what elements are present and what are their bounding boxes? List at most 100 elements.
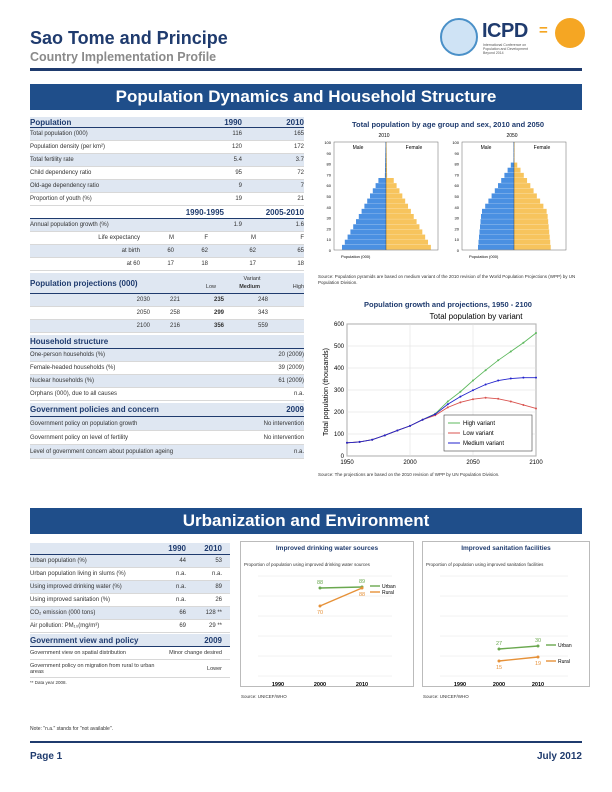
pyramid-male-bar	[364, 203, 386, 209]
x-tick: 2000	[493, 682, 505, 688]
growth-inner-title: Total population by variant	[430, 312, 524, 321]
legend-low: Low variant	[463, 431, 494, 437]
growth-source: Source: The projections are based on the…	[318, 472, 500, 477]
legend-high: High variant	[463, 421, 495, 427]
policy-row: Government policy on population growth No…	[30, 417, 304, 431]
growth-point	[509, 400, 512, 403]
growth-point	[396, 429, 399, 432]
page-header: Sao Tome and Principe Country Implementa…	[30, 28, 228, 64]
pyramid-y-tick: 70	[327, 172, 332, 177]
pyramid-female-bar	[386, 208, 411, 214]
pyramid-female-bar	[386, 162, 387, 168]
pyramid-female-bar	[386, 229, 423, 235]
pyramid-y-tick: 100	[324, 140, 331, 145]
pyramid-male-bar	[513, 147, 514, 153]
growth-point	[383, 434, 386, 437]
growth-point	[509, 377, 512, 380]
pyramid-male-bar	[385, 162, 386, 168]
pyramid-male-bar	[494, 188, 514, 194]
data-label: 15	[496, 665, 502, 671]
report-date: July 2012	[536, 751, 582, 762]
view-row-migration: Government policy on migration from rura…	[30, 660, 230, 678]
growth-point	[358, 440, 361, 443]
equals-icon: =	[539, 22, 548, 39]
pyramid-male-bar	[513, 152, 514, 158]
urban-row: Air pollution: PM₁₀(mg/m³) 69 29 **	[30, 620, 230, 633]
pyramid-female-bar	[514, 183, 531, 189]
pyramid-y-tick: 30	[455, 216, 460, 221]
pyramid-female-bar	[514, 219, 549, 225]
policy-row: Level of government concern about popula…	[30, 445, 304, 459]
sanitation-chart-box	[422, 541, 590, 687]
growth-x-tick: 2100	[529, 460, 543, 466]
population-row: Population density (per km²) 120 172	[30, 141, 304, 154]
growth-y-tick: 300	[334, 388, 345, 394]
series-rural	[319, 587, 363, 607]
growth-y-tick: 600	[334, 322, 345, 328]
section-urbanization-title: Urbanization and Environment	[30, 508, 582, 534]
pyramid-male-bar	[385, 142, 386, 147]
data-label: 89	[359, 579, 365, 585]
view-row-spatial: Government view on spatial distribution …	[30, 647, 230, 660]
pyramid-female-bar	[386, 188, 400, 194]
pyramid-male-bar	[342, 244, 386, 250]
household-row: Nuclear households (%) 61 (2009)	[30, 375, 304, 388]
pyramid-y-tick: 30	[327, 216, 332, 221]
growth-point	[446, 406, 449, 409]
sanitation-chart-subtitle: Proportion of population using improved …	[426, 562, 544, 567]
sanitation-chart-title: Improved sanitation facilities	[461, 545, 551, 552]
x-tick: 2000	[314, 682, 326, 688]
x-tick: 2010	[356, 682, 368, 688]
growth-x-tick: 2000	[403, 460, 417, 466]
pyramid-female-bar	[514, 234, 550, 240]
pyramid-male-bar	[350, 229, 386, 235]
household-row: Female-headed households (%) 39 (2009)	[30, 362, 304, 375]
policies-header: Government policies and concern 2009	[30, 403, 304, 417]
pyramid-female-bar	[514, 214, 548, 219]
pyramid-y-tick: 40	[327, 205, 332, 210]
pyramid-title: Total population by age group and sex, 2…	[352, 120, 544, 129]
pyramid-female-bar	[514, 157, 515, 163]
data-label: 88	[317, 580, 323, 586]
pyramid-male-bar	[356, 219, 386, 225]
data-point	[360, 586, 364, 590]
pyramid-female-bar	[386, 157, 387, 163]
pyramid-female-bar	[514, 152, 515, 158]
urban-row: CO₂ emission (000 tons) 66 128 **	[30, 607, 230, 620]
pyramid-female-bar	[386, 147, 387, 153]
section-population-title: Population Dynamics and Household Struct…	[30, 84, 582, 110]
pyramid-male-bar	[370, 193, 386, 199]
pyramid-male-bar	[353, 224, 386, 230]
growth-point	[522, 403, 525, 406]
icpd-logo: ICPD	[482, 20, 528, 42]
pyramid-chart: Male Female1009080706050403020100Populati…	[324, 133, 567, 259]
population-row: Total fertility rate 5.4 3.7	[30, 154, 304, 167]
urban-row: Urban population (%) 44 53	[30, 555, 230, 568]
pyramid-female-bar	[514, 203, 544, 209]
pyramid-female-bar	[514, 244, 551, 250]
pyramid-y-tick: 70	[455, 172, 460, 177]
data-point	[497, 647, 501, 651]
pyramid-male-label: Male	[353, 145, 364, 151]
growth-legend: High variant Low variant Medium variant	[443, 414, 533, 452]
projections-header: Population projections (000) Variant Low…	[30, 273, 304, 293]
x-tick: 2010	[532, 682, 544, 688]
pyramid-y-tick: 90	[327, 151, 332, 156]
pyramid-female-bar	[386, 244, 431, 250]
pyramid-female-bar	[514, 193, 537, 199]
growth-series-medium-variant	[346, 377, 536, 444]
icpd-orange-logo-icon	[555, 18, 585, 48]
growth-point	[459, 395, 462, 398]
pyramid-female-bar	[386, 167, 388, 173]
pyramid-male-bar	[504, 172, 514, 178]
projection-row: 2030 221 235 248	[30, 294, 304, 307]
pyramid-female-bar	[514, 172, 524, 178]
projection-row: 2100 216 356 559	[30, 320, 304, 333]
legend-urban: Urban	[558, 643, 572, 649]
pyramid-y-tick: 0	[329, 248, 332, 253]
header-rule	[30, 68, 582, 71]
population-row: Total population (000) 116 165	[30, 128, 304, 141]
pyramid-male-bar	[488, 198, 514, 204]
growth-chart-title: Population growth and projections, 1950 …	[364, 300, 532, 309]
growth-point	[459, 401, 462, 404]
